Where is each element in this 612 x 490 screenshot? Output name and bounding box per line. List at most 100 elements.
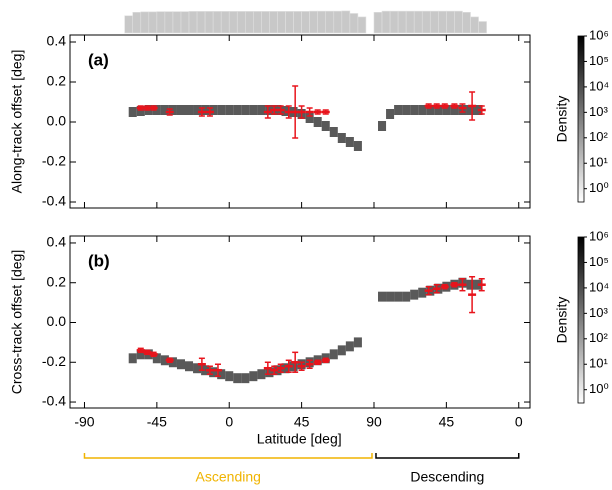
histogram-bar — [357, 16, 367, 34]
density-cell — [249, 371, 258, 382]
range-label: Descending — [410, 469, 484, 485]
y-tick-label: 0.4 — [47, 234, 67, 250]
density-cell — [329, 349, 338, 360]
density-cell — [185, 361, 194, 372]
histogram-bar — [156, 11, 166, 34]
density-cell — [305, 113, 314, 123]
density-cell — [418, 105, 427, 115]
density-cell — [265, 105, 274, 115]
histogram-bar — [405, 10, 415, 34]
density-cell — [136, 349, 145, 360]
x-tick-label: 0 — [225, 414, 233, 430]
histogram-bar — [164, 11, 174, 34]
density-cell — [201, 365, 210, 376]
density-cell — [386, 109, 395, 119]
x-tick-label: 0 — [515, 414, 523, 430]
histogram-bar — [381, 10, 391, 34]
density-cell — [176, 359, 185, 370]
density-cell — [128, 353, 137, 364]
histogram-bar — [397, 10, 407, 34]
x-tick-label: -90 — [74, 414, 94, 430]
density-cell — [225, 105, 234, 115]
density-cell — [378, 121, 387, 131]
y-tick-label: 0.2 — [47, 273, 67, 289]
y-tick-label: -0.4 — [42, 193, 66, 209]
histogram-bar — [341, 10, 351, 34]
histogram-bar — [285, 11, 294, 34]
histogram-bar — [220, 11, 230, 34]
histogram-bar — [413, 10, 423, 34]
histogram-bar — [421, 10, 431, 34]
y-axis-label: Along-track offset [deg] — [9, 50, 25, 194]
density-cell — [193, 105, 202, 115]
density-cell — [217, 105, 226, 115]
y-tick-label: 0.2 — [47, 73, 67, 89]
density-cell — [257, 105, 266, 115]
density-cell — [321, 121, 330, 131]
histogram-bar — [470, 16, 479, 34]
density-cell — [152, 105, 161, 115]
colorbar-tick-label: 10³ — [589, 305, 608, 320]
density-cell — [402, 105, 411, 115]
histogram-bar — [188, 11, 198, 34]
density-cell — [353, 337, 362, 348]
colorbar — [577, 35, 585, 203]
density-cell — [386, 291, 395, 302]
histogram-bar — [212, 11, 222, 34]
density-cell — [329, 127, 338, 137]
density-cell — [128, 107, 137, 117]
range-label: Ascending — [196, 469, 261, 485]
colorbar-tick-label: 10⁰ — [589, 381, 609, 396]
colorbar-tick-label: 10⁰ — [589, 180, 609, 195]
y-axis-label: Cross-track offset [deg] — [9, 250, 25, 394]
colorbar-tick-label: 10² — [589, 129, 608, 144]
density-cell — [233, 373, 242, 384]
y-tick-label: -0.4 — [42, 393, 66, 409]
density-cell — [257, 369, 266, 380]
colorbar-tick-label: 10⁴ — [589, 279, 609, 294]
histogram-bar — [204, 11, 214, 34]
range-bracket — [83, 453, 373, 459]
density-cell — [241, 105, 250, 115]
y-tick-label: -0.2 — [42, 153, 66, 169]
density-cell — [168, 105, 177, 115]
density-cell — [265, 367, 274, 378]
panel-label: (b) — [88, 251, 110, 270]
histogram-bar — [349, 13, 359, 34]
histogram-bar — [293, 11, 302, 34]
colorbar-tick-label: 10⁵ — [589, 53, 609, 68]
density-cell — [402, 291, 411, 302]
colorbar-tick-label: 10¹ — [589, 356, 608, 371]
histogram-bar — [309, 10, 318, 34]
density-cell — [160, 355, 169, 366]
density-cell — [185, 105, 194, 115]
histogram-bar — [333, 10, 343, 34]
density-cell — [345, 137, 354, 147]
histogram-bar — [389, 10, 399, 34]
density-cell — [225, 371, 234, 382]
density-cell — [209, 105, 218, 115]
plot-frame — [69, 34, 531, 209]
density-cell — [313, 117, 322, 127]
y-tick-label: -0.2 — [42, 353, 66, 369]
density-cell — [353, 141, 362, 151]
density-cell — [434, 105, 443, 115]
density-cell — [233, 105, 242, 115]
density-cell — [193, 363, 202, 374]
density-cell — [337, 345, 346, 356]
plot-frame — [69, 235, 531, 409]
colorbar-tick-label: 10⁶ — [589, 228, 609, 243]
density-cell — [450, 105, 459, 115]
density-cell — [426, 105, 435, 115]
density-cell — [410, 289, 419, 300]
histogram-bar — [148, 11, 158, 34]
histogram-bar — [236, 11, 246, 34]
histogram-bar — [462, 12, 471, 34]
histogram-bar — [325, 10, 335, 34]
colorbar — [577, 236, 585, 404]
density-cell — [136, 106, 145, 116]
density-cell — [337, 133, 346, 143]
density-cell — [176, 105, 185, 115]
density-cell — [281, 363, 290, 374]
density-cell — [209, 367, 218, 378]
